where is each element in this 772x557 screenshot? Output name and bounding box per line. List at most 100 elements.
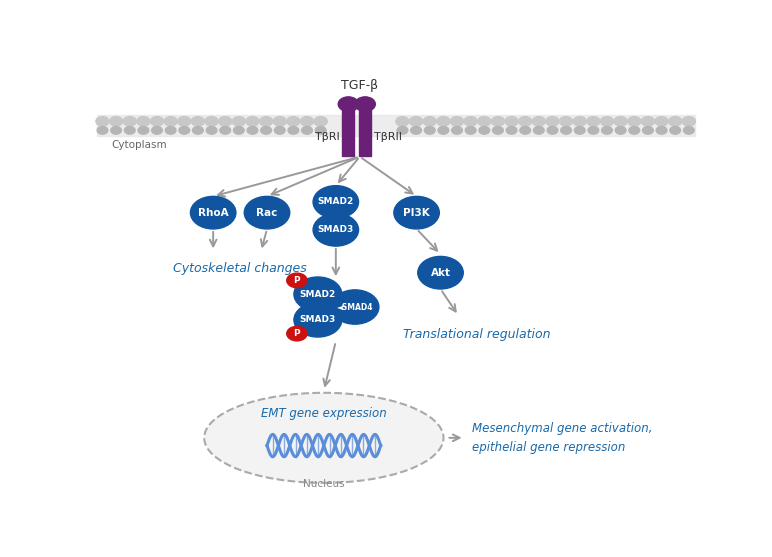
Circle shape (683, 126, 694, 134)
Text: TGF-β: TGF-β (341, 79, 378, 92)
Circle shape (355, 97, 375, 111)
Text: EMT gene expression: EMT gene expression (261, 407, 387, 419)
Circle shape (288, 126, 299, 134)
Circle shape (532, 116, 545, 126)
Circle shape (165, 126, 176, 134)
Circle shape (313, 185, 358, 218)
Circle shape (97, 126, 108, 134)
Bar (96, 115, 695, 136)
Text: epithelial gene repression: epithelial gene repression (472, 441, 625, 454)
Circle shape (178, 116, 191, 126)
Circle shape (438, 126, 449, 134)
Circle shape (246, 116, 259, 126)
Circle shape (151, 126, 162, 134)
Circle shape (151, 116, 164, 126)
Circle shape (418, 256, 463, 289)
Text: Mesenchymal gene activation,: Mesenchymal gene activation, (472, 422, 652, 435)
Circle shape (478, 116, 491, 126)
Circle shape (397, 126, 408, 134)
Circle shape (313, 213, 358, 246)
Circle shape (425, 126, 435, 134)
Circle shape (519, 116, 532, 126)
Circle shape (491, 116, 504, 126)
Circle shape (601, 116, 614, 126)
Circle shape (314, 116, 327, 126)
Circle shape (669, 116, 682, 126)
Circle shape (192, 126, 203, 134)
Circle shape (110, 126, 121, 134)
Circle shape (505, 116, 518, 126)
Circle shape (479, 126, 489, 134)
Circle shape (331, 290, 379, 324)
Text: P: P (293, 276, 300, 285)
Circle shape (533, 126, 544, 134)
Circle shape (273, 116, 286, 126)
Circle shape (300, 116, 313, 126)
Circle shape (220, 126, 231, 134)
Circle shape (206, 126, 217, 134)
Circle shape (218, 116, 232, 126)
Text: SMAD2: SMAD2 (300, 290, 336, 299)
Text: Translational regulation: Translational regulation (403, 329, 550, 341)
Circle shape (574, 126, 585, 134)
Circle shape (560, 116, 573, 126)
Circle shape (179, 126, 190, 134)
Circle shape (294, 277, 342, 311)
Circle shape (110, 116, 123, 126)
Circle shape (601, 126, 612, 134)
Circle shape (191, 116, 205, 126)
Text: ◄SMAD4: ◄SMAD4 (337, 302, 373, 311)
Circle shape (164, 116, 178, 126)
Circle shape (274, 126, 285, 134)
Circle shape (547, 126, 558, 134)
Bar (343, 104, 354, 155)
Text: PI3K: PI3K (403, 208, 430, 218)
Circle shape (656, 126, 667, 134)
Circle shape (286, 273, 307, 288)
Circle shape (137, 116, 150, 126)
Circle shape (232, 116, 245, 126)
Circle shape (294, 302, 342, 337)
Circle shape (546, 116, 559, 126)
Circle shape (520, 126, 530, 134)
Circle shape (233, 126, 244, 134)
Circle shape (138, 126, 149, 134)
Text: Cytoplasm: Cytoplasm (111, 140, 167, 150)
Circle shape (411, 126, 422, 134)
Circle shape (96, 116, 109, 126)
Circle shape (628, 116, 641, 126)
Circle shape (450, 116, 464, 126)
Text: SMAD3: SMAD3 (318, 226, 354, 234)
Circle shape (506, 126, 517, 134)
Circle shape (286, 326, 307, 341)
Circle shape (464, 116, 477, 126)
Circle shape (124, 126, 135, 134)
Circle shape (452, 126, 462, 134)
Text: SMAD2: SMAD2 (318, 197, 354, 207)
Circle shape (629, 126, 640, 134)
Circle shape (124, 116, 137, 126)
Text: Nucleus: Nucleus (303, 480, 344, 490)
Circle shape (682, 116, 696, 126)
Circle shape (670, 126, 681, 134)
Circle shape (642, 116, 655, 126)
Circle shape (287, 116, 300, 126)
Ellipse shape (204, 393, 444, 483)
Circle shape (244, 197, 290, 229)
Circle shape (191, 197, 236, 229)
Circle shape (655, 116, 668, 126)
Circle shape (466, 126, 476, 134)
Circle shape (394, 197, 439, 229)
Circle shape (409, 116, 423, 126)
Circle shape (338, 97, 358, 111)
Circle shape (205, 116, 218, 126)
Circle shape (261, 126, 272, 134)
Text: Akt: Akt (431, 268, 451, 278)
Circle shape (437, 116, 450, 126)
Circle shape (614, 116, 627, 126)
Text: Rac: Rac (256, 208, 278, 218)
Circle shape (587, 116, 600, 126)
Text: TβRII: TβRII (374, 132, 402, 141)
Circle shape (259, 116, 273, 126)
Circle shape (642, 126, 653, 134)
